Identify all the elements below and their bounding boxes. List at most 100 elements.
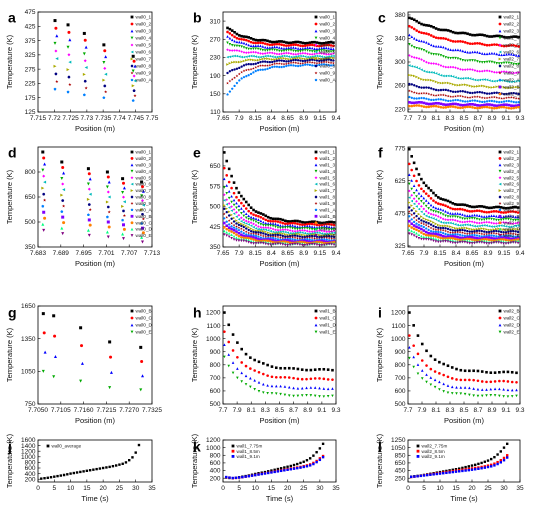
data-point (442, 74, 445, 78)
data-point (287, 61, 291, 65)
data-point (434, 232, 438, 236)
data-point (434, 230, 438, 233)
data-point (439, 220, 443, 224)
data-point (472, 369, 475, 373)
data-point (296, 462, 299, 466)
legend-entry: wall2_8 (504, 195, 520, 200)
data-point (310, 228, 314, 231)
data-point (472, 387, 475, 390)
panel-e: e7.65 7.9 8.15 8.4 8.65 8.9 9.15 9.435042550057… (190, 144, 341, 268)
legend: wall0_1wall0_2wall0_3wall0_4wall0_5wall0… (314, 15, 337, 83)
legend-entry: wall0_1 (136, 15, 152, 20)
data-point (471, 99, 474, 102)
data-point (485, 103, 489, 106)
data-point (291, 238, 294, 241)
legend-entry: wall2_A (504, 78, 521, 83)
data-point (458, 228, 462, 232)
data-point (252, 225, 255, 229)
data-point (61, 182, 65, 186)
data-point (461, 83, 465, 87)
y-axis-title: Temperature (K) (5, 169, 14, 224)
data-point (236, 341, 239, 344)
y-tick-label: 800 (25, 169, 36, 176)
data-point (434, 27, 438, 30)
data-point (490, 210, 493, 213)
legend-marker (130, 323, 134, 327)
data-point (141, 203, 145, 207)
data-point (412, 220, 416, 223)
x-tick-label: 15 (268, 485, 276, 492)
data-point (432, 71, 435, 74)
legend-marker (231, 455, 235, 458)
data-point (59, 474, 62, 477)
data-point (470, 230, 474, 233)
data-point (434, 88, 438, 92)
data-point (456, 106, 460, 109)
data-point (410, 209, 413, 212)
data-point (422, 235, 426, 239)
data-point (292, 46, 295, 49)
data-point (296, 394, 300, 398)
data-point (429, 102, 433, 106)
x-tick-label: 7.689 (53, 250, 70, 257)
data-point (475, 221, 479, 225)
legend-marker (498, 43, 502, 47)
data-point (470, 216, 474, 220)
legend-marker (498, 29, 502, 33)
data-point (507, 234, 510, 237)
data-point (412, 101, 416, 105)
data-point (279, 375, 282, 379)
data-point (266, 54, 269, 58)
data-point (461, 220, 464, 224)
data-point (308, 234, 311, 238)
data-point (42, 156, 46, 160)
data-point (516, 215, 520, 219)
data-point (262, 223, 265, 227)
data-point (505, 103, 508, 107)
data-point (296, 227, 299, 231)
data-point (429, 238, 433, 242)
data-point (417, 207, 421, 211)
plot-frame (222, 11, 337, 113)
data-point (270, 365, 274, 368)
data-point (458, 203, 462, 206)
data-point (424, 233, 428, 237)
data-point (442, 103, 445, 106)
data-point (235, 222, 238, 225)
data-point (478, 209, 481, 213)
data-point (478, 95, 482, 99)
data-point (298, 235, 302, 238)
data-point (517, 62, 520, 66)
x-tick-label: 7.745 (128, 115, 145, 122)
data-point (475, 209, 479, 213)
legend-entry: wall1_8.5m (237, 449, 260, 454)
data-point (327, 222, 331, 226)
data-point (463, 95, 467, 99)
data-point (103, 66, 107, 70)
data-point (330, 235, 333, 238)
data-point (262, 391, 265, 394)
data-point (495, 34, 499, 38)
data-point (266, 224, 270, 227)
data-point (257, 370, 261, 374)
data-point (87, 203, 91, 206)
data-point (228, 32, 232, 35)
data-point (429, 62, 433, 65)
data-point (478, 214, 481, 218)
data-point (502, 242, 505, 245)
data-point (495, 100, 498, 103)
x-tick-label: 8.7 (289, 407, 298, 414)
data-point (485, 78, 489, 82)
data-point (516, 230, 520, 234)
data-point (410, 204, 413, 207)
data-point (412, 197, 416, 200)
data-point (416, 372, 420, 376)
legend-marker (314, 189, 318, 192)
data-point (305, 377, 308, 381)
data-point (139, 345, 143, 349)
data-point (60, 210, 64, 213)
data-point (424, 223, 428, 227)
data-point (292, 43, 295, 46)
data-point (222, 177, 226, 181)
data-point (495, 52, 499, 56)
